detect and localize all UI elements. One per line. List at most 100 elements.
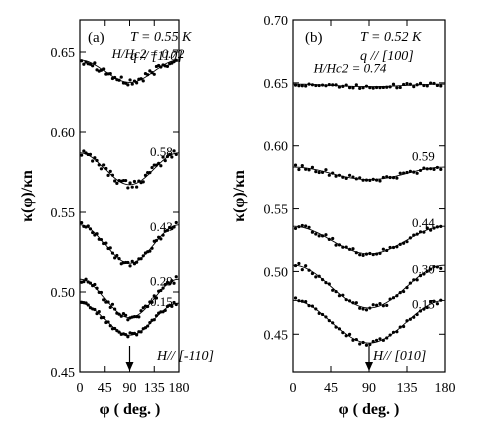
data-point xyxy=(99,290,104,295)
data-point xyxy=(375,338,379,342)
data-point xyxy=(174,220,178,225)
data-point xyxy=(351,301,355,305)
panel-a-field-arrow xyxy=(125,346,134,371)
data-point xyxy=(174,152,178,156)
data-point xyxy=(334,174,338,178)
data-point xyxy=(304,224,308,228)
x-tick-label: 180 xyxy=(169,381,190,396)
data-point xyxy=(93,307,97,312)
data-point xyxy=(95,158,99,163)
fit-curve xyxy=(292,225,446,255)
data-point xyxy=(347,299,352,303)
x-tick-label: 135 xyxy=(397,381,418,396)
data-point xyxy=(152,163,156,167)
data-point xyxy=(324,84,328,88)
data-point xyxy=(82,280,86,284)
data-point xyxy=(161,286,165,290)
data-point xyxy=(314,275,318,279)
panel-b-label: (b) xyxy=(305,30,323,46)
data-point xyxy=(391,330,396,334)
x-tick-label: 0 xyxy=(77,381,84,396)
data-point xyxy=(398,242,402,247)
data-point xyxy=(415,232,419,236)
data-point xyxy=(324,281,328,285)
data-point xyxy=(429,228,433,232)
data-point xyxy=(141,254,145,258)
panel-a-field-note: H// [-110] xyxy=(156,349,214,364)
data-point xyxy=(395,294,399,298)
data-point xyxy=(435,265,439,269)
panel-a: 0 45 90 135 180 0.45 0.50 0.55 0.60 0.65 (a) T = … xyxy=(19,19,214,418)
data-point xyxy=(368,178,372,182)
data-point xyxy=(351,175,355,179)
data-point xyxy=(108,72,112,76)
data-point xyxy=(143,173,148,177)
data-point xyxy=(293,226,298,230)
data-point xyxy=(317,83,321,88)
data-point xyxy=(422,272,426,276)
data-point xyxy=(344,176,348,180)
data-point xyxy=(115,181,119,185)
data-point xyxy=(395,86,399,90)
y-tick-label: 0.65 xyxy=(264,77,289,92)
data-point xyxy=(334,83,338,87)
data-point xyxy=(388,245,392,250)
data-point xyxy=(152,72,156,76)
data-point xyxy=(341,175,345,179)
data-point xyxy=(293,83,298,87)
data-point xyxy=(124,260,128,265)
data-point xyxy=(297,84,301,88)
data-point xyxy=(364,84,369,88)
data-point xyxy=(361,178,365,182)
data-point xyxy=(371,303,375,307)
x-tick-label: 0 xyxy=(290,381,297,396)
data-point xyxy=(82,62,86,66)
panel-a-ticks: 0 45 90 135 180 0.45 0.50 0.55 0.60 0.65 xyxy=(51,20,190,396)
panel-b-x-title: φ ( deg. ) xyxy=(339,401,400,418)
data-point xyxy=(124,178,128,183)
data-point xyxy=(157,161,161,165)
data-point xyxy=(341,245,345,249)
y-tick-label: 0.60 xyxy=(51,126,76,141)
data-point xyxy=(361,307,365,311)
data-point xyxy=(141,306,145,310)
data-point xyxy=(391,296,396,300)
data-point xyxy=(378,302,382,306)
data-point xyxy=(146,324,150,328)
data-point xyxy=(84,60,88,64)
data-point xyxy=(110,251,115,255)
data-point xyxy=(422,83,426,88)
data-point xyxy=(126,83,130,87)
data-point xyxy=(354,177,358,181)
data-point xyxy=(432,226,436,230)
data-point xyxy=(172,281,176,285)
data-point xyxy=(364,178,369,182)
data-point xyxy=(381,338,385,342)
data-point xyxy=(159,65,163,69)
data-point xyxy=(95,232,99,236)
panel-b-field-arrow xyxy=(365,346,373,371)
data-point xyxy=(307,82,311,86)
data-point xyxy=(334,325,338,329)
data-point xyxy=(375,252,379,256)
data-point xyxy=(307,225,311,229)
data-point xyxy=(117,330,121,334)
y-tick-label: 0.50 xyxy=(51,286,76,301)
y-tick-label: 0.70 xyxy=(264,14,289,29)
data-point xyxy=(334,290,338,294)
data-point xyxy=(364,308,369,312)
data-point xyxy=(412,315,416,319)
data-point xyxy=(354,337,358,342)
data-point xyxy=(297,261,301,266)
data-point xyxy=(117,257,121,261)
data-point xyxy=(121,312,126,316)
data-point xyxy=(432,299,436,303)
data-point xyxy=(385,85,389,89)
data-point xyxy=(170,304,174,308)
data-point xyxy=(402,241,406,245)
data-point xyxy=(300,84,304,88)
data-point xyxy=(154,296,159,300)
data-point xyxy=(91,64,95,68)
data-point xyxy=(137,315,141,319)
data-point xyxy=(337,327,342,331)
